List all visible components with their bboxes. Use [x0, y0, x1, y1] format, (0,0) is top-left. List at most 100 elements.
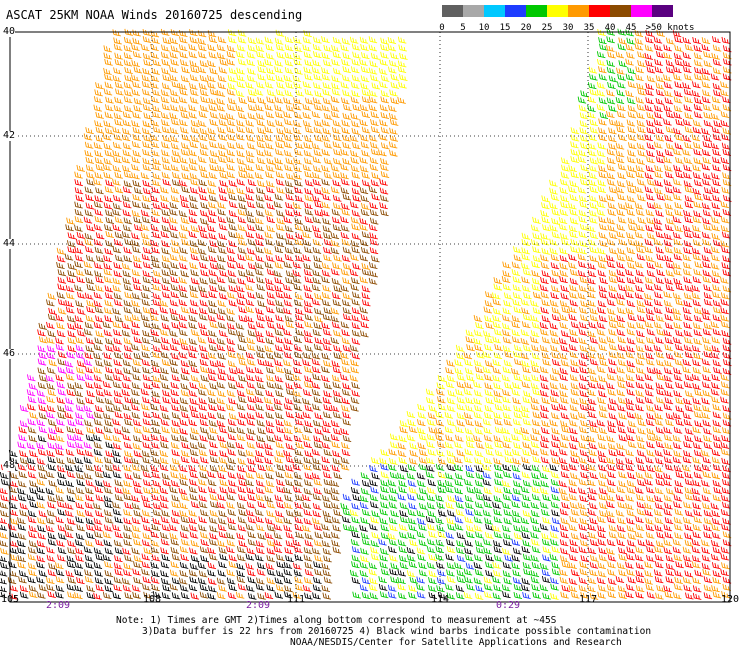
wind-barb	[445, 531, 455, 539]
wind-barb	[368, 134, 378, 142]
wind-barb	[219, 179, 228, 187]
wind-barb	[219, 553, 228, 561]
wind-barb	[104, 509, 113, 517]
wind-barb	[217, 524, 227, 532]
wind-barb	[520, 486, 530, 494]
wind-barb	[406, 434, 416, 442]
wind-barb	[655, 351, 665, 359]
wind-barb	[568, 562, 577, 570]
wind-barb	[672, 186, 682, 194]
wind-barb	[674, 202, 683, 210]
wind-barb	[655, 540, 665, 548]
wind-barb	[560, 292, 570, 300]
wind-barb	[598, 97, 608, 105]
wind-barb	[76, 366, 85, 374]
wind-barb	[712, 179, 721, 187]
wind-barb	[67, 591, 76, 599]
wind-barb	[625, 291, 634, 299]
wind-barb	[304, 126, 314, 134]
wind-barb	[227, 591, 237, 599]
wind-barb	[247, 224, 256, 232]
wind-barb	[122, 111, 132, 119]
wind-barb	[626, 366, 636, 374]
wind-barb	[361, 538, 371, 546]
wind-barb	[245, 156, 255, 164]
wind-barb	[313, 441, 323, 449]
wind-barb	[302, 433, 311, 441]
wind-barb	[313, 343, 323, 351]
wind-barb	[178, 210, 188, 218]
wind-barb	[274, 516, 284, 524]
wind-barb	[330, 104, 340, 112]
wind-barb	[342, 434, 352, 442]
wind-barb	[361, 285, 371, 293]
wind-barb	[656, 584, 665, 593]
wind-barb	[653, 43, 663, 51]
wind-barb	[664, 246, 674, 254]
wind-barb	[522, 374, 532, 382]
wind-barb	[9, 540, 19, 548]
wind-barb	[589, 472, 599, 480]
wind-barb	[703, 51, 712, 59]
wind-barb	[578, 215, 587, 223]
wind-barb	[313, 149, 323, 157]
wind-barb	[208, 419, 218, 427]
wind-barb	[447, 523, 456, 531]
wind-barb	[331, 82, 340, 90]
wind-barb	[589, 88, 598, 96]
wind-barb	[303, 487, 313, 495]
wind-barb	[435, 427, 444, 435]
wind-barb	[255, 450, 264, 458]
wind-barb	[397, 60, 407, 68]
wind-barb	[303, 426, 313, 434]
wind-barb	[713, 366, 722, 374]
wind-barb	[532, 455, 541, 463]
wind-barb	[359, 223, 368, 231]
wind-barb	[84, 501, 94, 509]
wind-barb	[418, 561, 427, 569]
wind-barb	[83, 216, 93, 224]
wind-barb	[437, 375, 447, 383]
wind-barb	[664, 591, 673, 599]
wind-barb	[112, 224, 121, 232]
wind-barb	[721, 36, 731, 44]
wind-barb	[379, 104, 389, 112]
wind-barb	[512, 569, 521, 577]
wind-barb	[616, 89, 625, 97]
wind-barb	[645, 419, 655, 427]
wind-barb	[57, 283, 66, 291]
wind-barb	[407, 479, 417, 487]
wind-barb	[123, 517, 132, 525]
wind-barb	[293, 45, 303, 53]
wind-barb	[635, 523, 645, 531]
wind-barb	[349, 134, 359, 142]
wind-barb	[189, 562, 199, 570]
wind-barb	[312, 156, 322, 164]
wind-barb	[539, 501, 549, 509]
wind-barb	[303, 225, 312, 233]
wind-barb	[17, 532, 27, 540]
wind-barb	[304, 202, 313, 210]
wind-barb	[710, 553, 720, 561]
wind-barb	[312, 97, 322, 105]
wind-barb	[598, 171, 607, 179]
wind-barb	[8, 449, 18, 457]
wind-barb	[113, 359, 123, 367]
wind-barb	[9, 546, 18, 554]
wind-barb	[0, 471, 9, 479]
wind-barb	[342, 52, 351, 60]
wind-barb	[341, 448, 351, 456]
wind-barb	[464, 427, 474, 435]
wind-barb	[86, 426, 95, 434]
wind-barb	[427, 448, 437, 456]
wind-barb	[682, 119, 692, 127]
wind-barb	[58, 351, 67, 359]
wind-barb	[37, 525, 46, 533]
wind-barb	[122, 201, 132, 209]
wind-barb	[654, 516, 664, 525]
wind-barb	[55, 576, 65, 584]
wind-barb	[351, 389, 361, 397]
wind-barb	[266, 374, 275, 382]
legend-swatch	[652, 5, 673, 17]
wind-barb	[596, 208, 606, 216]
